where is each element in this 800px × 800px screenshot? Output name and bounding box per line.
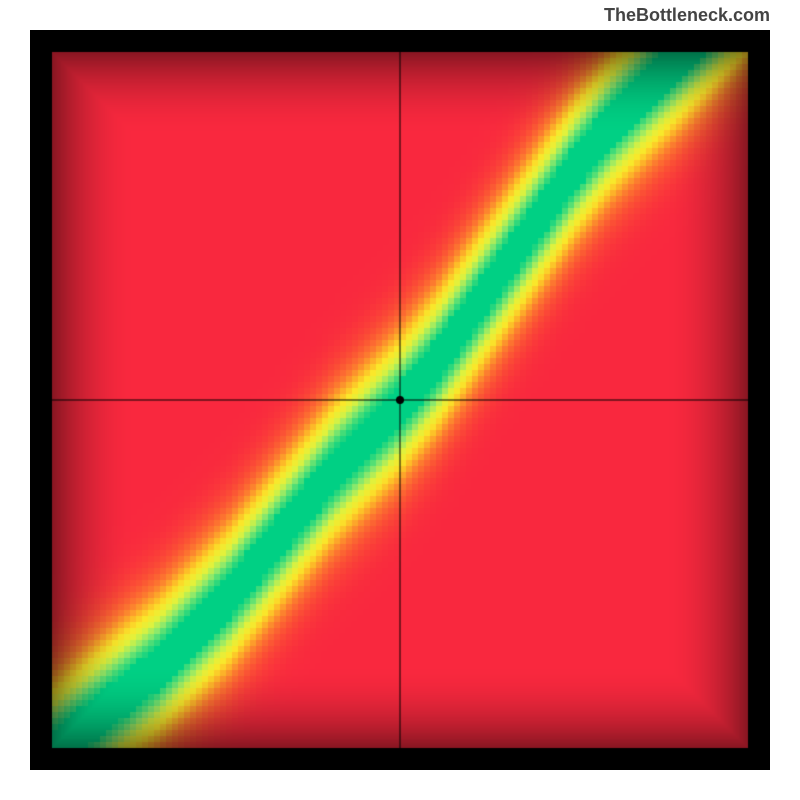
heatmap-canvas bbox=[30, 30, 770, 770]
bottleneck-heatmap bbox=[30, 30, 770, 770]
watermark-text: TheBottleneck.com bbox=[604, 5, 770, 26]
